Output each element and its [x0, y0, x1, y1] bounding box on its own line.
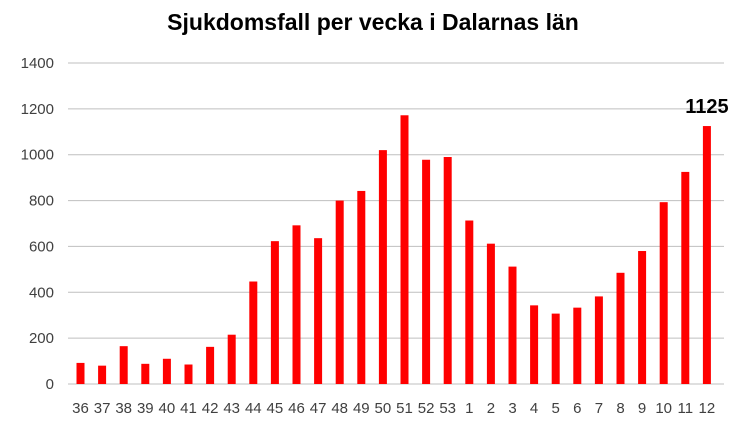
bar-week-11 — [681, 171, 690, 384]
x-tick-label: 41 — [180, 400, 197, 417]
bar-week-5 — [551, 313, 560, 384]
x-tick-label: 2 — [487, 400, 495, 417]
gridlines — [68, 62, 724, 385]
bar-week-42 — [206, 346, 215, 384]
x-tick-label: 38 — [115, 400, 132, 417]
bar-week-46 — [292, 225, 301, 384]
x-tick-label: 8 — [616, 400, 624, 417]
x-tick-label: 37 — [94, 400, 111, 417]
x-tick-label: 11 — [678, 400, 694, 417]
x-tick-label: 5 — [552, 400, 560, 417]
y-tick-label: 800 — [29, 193, 54, 210]
bar-week-41 — [184, 364, 193, 384]
bar-week-50 — [378, 150, 387, 384]
bar-week-39 — [141, 363, 150, 384]
bar-week-7 — [594, 296, 603, 384]
bar-week-12 — [702, 126, 711, 384]
bar-week-3 — [508, 266, 517, 384]
bar-week-4 — [530, 305, 539, 384]
y-tick-label: 400 — [29, 284, 54, 301]
x-tick-label: 12 — [699, 400, 716, 417]
x-tick-label: 44 — [245, 400, 262, 417]
bar-week-1 — [465, 220, 474, 384]
bar-week-2 — [486, 243, 495, 384]
bar-week-36 — [76, 362, 85, 384]
y-tick-label: 1000 — [21, 147, 54, 164]
x-tick-label: 43 — [223, 400, 240, 417]
data-labels: 1125 — [685, 96, 728, 118]
bar-week-43 — [227, 334, 236, 384]
x-tick-label: 6 — [573, 400, 581, 417]
bar-week-45 — [270, 241, 279, 384]
x-tick-label: 3 — [508, 400, 516, 417]
bar-week-53 — [443, 157, 452, 384]
bar-week-44 — [249, 281, 258, 384]
bar-week-49 — [357, 190, 366, 384]
bar-week-8 — [616, 272, 625, 384]
x-tick-label: 39 — [137, 400, 154, 417]
x-tick-label: 36 — [72, 400, 89, 417]
bar-week-37 — [98, 365, 107, 384]
x-tick-label: 50 — [375, 400, 392, 417]
x-tick-label: 47 — [310, 400, 327, 417]
chart-title: Sjukdomsfall per vecka i Dalarnas län — [167, 9, 579, 35]
data-label: 1125 — [685, 96, 728, 118]
x-tick-label: 52 — [418, 400, 435, 417]
bar-week-6 — [573, 307, 582, 384]
bars — [76, 115, 711, 384]
y-axis: 0 200 400 600 800 1000 1200 1400 — [21, 55, 54, 393]
y-tick-label: 200 — [29, 330, 54, 347]
x-tick-label: 10 — [655, 400, 672, 417]
x-tick-label: 49 — [353, 400, 370, 417]
y-tick-label: 600 — [29, 238, 54, 255]
x-tick-label: 1 — [465, 400, 473, 417]
bar-week-52 — [422, 159, 431, 384]
bar-week-47 — [314, 238, 323, 384]
x-tick-label: 45 — [267, 400, 284, 417]
y-tick-label: 0 — [46, 376, 54, 393]
bar-week-40 — [162, 358, 171, 384]
x-tick-label: 7 — [595, 400, 603, 417]
bar-week-10 — [659, 202, 668, 384]
bar-week-48 — [335, 200, 344, 384]
bar-week-38 — [119, 346, 128, 384]
y-tick-label: 1200 — [21, 101, 54, 118]
x-axis: 36 37 38 39 40 41 42 43 44 45 46 47 48 49 50 51 52 53 1 2 3 4… — [72, 400, 715, 417]
bar-week-9 — [638, 251, 647, 384]
bar-week-51 — [400, 115, 409, 384]
x-tick-label: 40 — [159, 400, 176, 417]
x-tick-label: 4 — [530, 400, 538, 417]
x-tick-label: 42 — [202, 400, 219, 417]
x-tick-label: 9 — [638, 400, 646, 417]
x-tick-label: 46 — [288, 400, 305, 417]
x-tick-label: 51 — [396, 400, 413, 417]
x-tick-label: 48 — [331, 400, 348, 417]
x-tick-label: 53 — [439, 400, 456, 417]
y-tick-label: 1400 — [21, 55, 54, 72]
